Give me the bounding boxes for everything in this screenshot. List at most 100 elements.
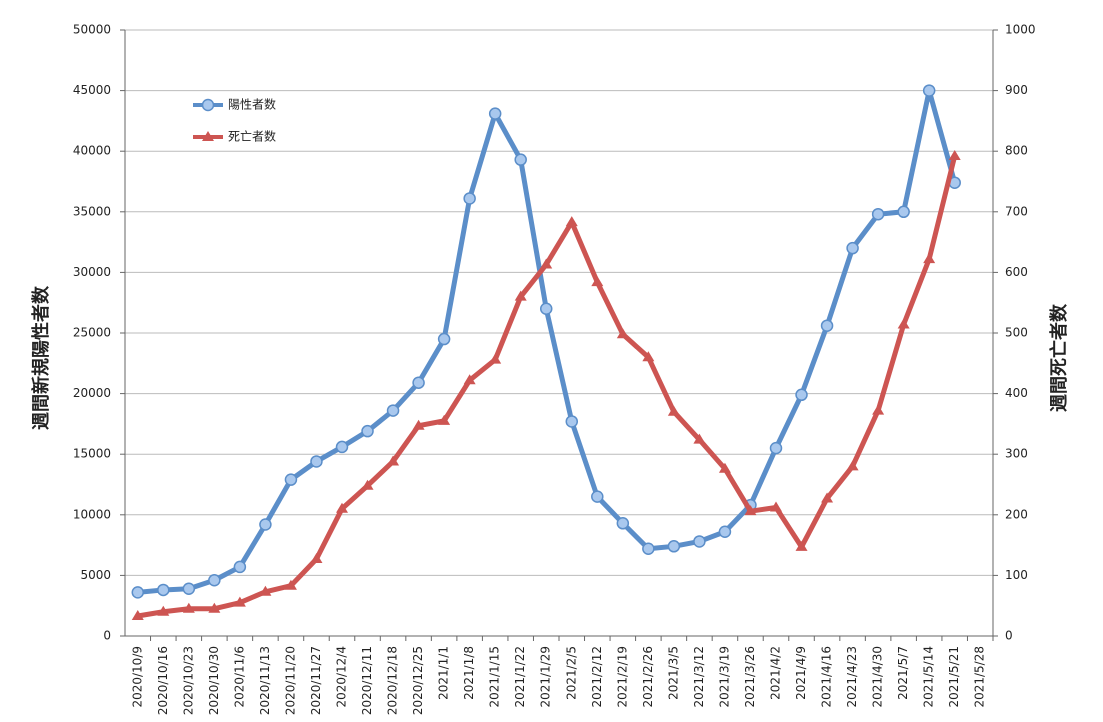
point	[387, 455, 400, 466]
point	[361, 479, 374, 490]
point	[820, 319, 834, 332]
point	[667, 540, 681, 553]
x-tick-label: 2020/11/6	[232, 646, 246, 708]
point	[131, 586, 145, 599]
point	[718, 462, 731, 473]
y-tick-label: 5000	[80, 568, 111, 582]
y-tick-label: 45000	[73, 83, 111, 97]
y2-tick-label: 700	[1005, 204, 1028, 218]
x-tick-label: 2021/5/7	[896, 646, 910, 700]
point	[821, 492, 834, 503]
series	[131, 150, 961, 621]
point	[591, 490, 604, 503]
point	[897, 205, 910, 219]
point	[948, 150, 961, 161]
point	[182, 582, 196, 595]
line	[137, 155, 958, 619]
y-tick-label: 20000	[73, 386, 111, 400]
y2-tick-label: 100	[1005, 568, 1028, 582]
point	[871, 207, 885, 221]
point	[157, 583, 170, 597]
point	[897, 318, 910, 329]
point	[770, 501, 782, 512]
y-tick-label: 35000	[73, 204, 111, 218]
point	[769, 441, 783, 455]
point	[718, 525, 732, 539]
point	[667, 405, 680, 416]
x-tick-label: 2021/3/5	[666, 646, 680, 700]
point	[565, 415, 579, 428]
x-tick-label: 2021/1/1	[437, 646, 451, 700]
x-tick-label: 2021/5/14	[922, 646, 936, 708]
x-tick-label: 2021/4/9	[794, 646, 808, 700]
x-tick-label: 2021/1/22	[513, 646, 527, 708]
y-tick-label: 50000	[73, 23, 111, 37]
legend-label: 死亡者数	[228, 129, 276, 144]
point	[131, 610, 144, 621]
x-tick-label: 2020/10/9	[130, 646, 144, 708]
point	[514, 153, 527, 166]
point	[208, 602, 221, 613]
x-tick-label: 2020/10/16	[156, 646, 170, 715]
x-tick-label: 2021/1/15	[488, 646, 502, 708]
point	[182, 602, 195, 613]
y2-tick-label: 600	[1005, 265, 1028, 279]
legend-label: 陽性者数	[228, 97, 276, 112]
point	[202, 131, 214, 141]
y2-tick-label: 300	[1005, 447, 1028, 461]
y2-tick-label: 400	[1005, 386, 1028, 400]
x-tick-label: 2021/2/19	[615, 646, 629, 708]
line	[137, 88, 958, 595]
x-tick-label: 2020/11/27	[309, 646, 323, 715]
y2-tick-label: 0	[1005, 629, 1013, 643]
point	[514, 290, 527, 301]
point	[233, 596, 246, 607]
point	[201, 98, 215, 112]
y2-tick-label: 500	[1005, 326, 1028, 340]
point	[565, 216, 578, 227]
x-tick-label: 2021/3/26	[743, 646, 757, 708]
x-tick-label: 2021/3/19	[717, 646, 731, 708]
y2-axis-title: 週間死亡者数	[1048, 303, 1070, 412]
point	[463, 374, 476, 385]
x-tick-label: 2020/10/30	[207, 646, 221, 715]
point	[361, 424, 374, 438]
y-tick-label: 10000	[73, 507, 111, 521]
y-tick-label: 25000	[73, 326, 111, 340]
point	[795, 540, 808, 551]
point	[693, 433, 706, 444]
x-tick-label: 2021/2/5	[564, 646, 578, 700]
x-tick-label: 2021/4/2	[769, 646, 783, 700]
point	[463, 192, 476, 205]
point	[744, 505, 757, 516]
y-tick-label: 30000	[73, 265, 111, 279]
point	[923, 253, 936, 264]
point	[335, 440, 349, 454]
point	[284, 473, 298, 486]
point	[846, 460, 859, 471]
y2-tick-label: 200	[1005, 507, 1028, 521]
x-tick-label: 2021/4/30	[871, 646, 885, 708]
point	[488, 107, 502, 120]
y-tick-label: 15000	[73, 447, 111, 461]
x-tick-label: 2021/4/16	[820, 646, 834, 708]
x-tick-label: 2021/2/12	[590, 646, 604, 708]
series	[131, 84, 961, 599]
x-tick-label: 2021/2/26	[641, 646, 655, 708]
y-tick-label: 40000	[73, 144, 111, 158]
x-tick-label: 2021/1/29	[539, 646, 553, 708]
point	[872, 404, 885, 415]
point	[208, 573, 221, 587]
point	[642, 351, 655, 362]
point	[437, 332, 451, 346]
y-axis-title: 週間新規陽性者数	[30, 285, 52, 430]
y-tick-label: 0	[103, 629, 111, 643]
x-tick-label: 2020/12/18	[386, 646, 400, 715]
x-tick-label: 2020/10/23	[181, 646, 195, 715]
point	[846, 241, 859, 255]
point	[157, 605, 170, 616]
x-tick-label: 2021/5/21	[947, 646, 961, 708]
point	[693, 535, 706, 548]
x-tick-label: 2020/12/11	[360, 646, 374, 715]
x-tick-label: 2021/3/12	[692, 646, 706, 708]
